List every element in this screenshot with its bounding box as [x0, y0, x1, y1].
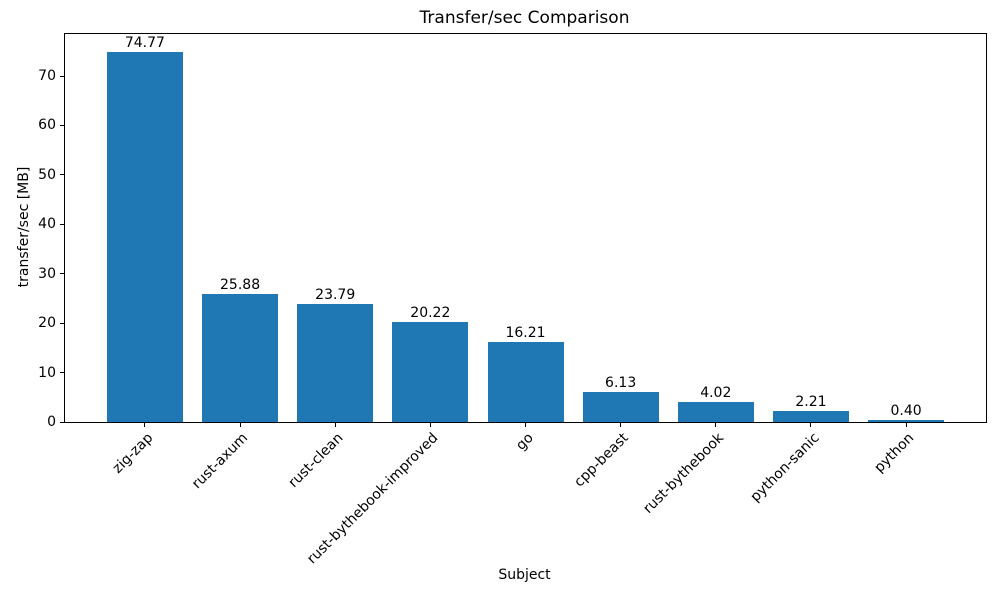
- chart-title: Transfer/sec Comparison: [419, 8, 630, 28]
- bar-value-label: 2.21: [795, 394, 827, 410]
- y-tick-mark: [60, 273, 64, 275]
- x-tick-label: cpp-beast: [571, 430, 632, 491]
- y-tick-label: 60: [38, 117, 56, 134]
- bar: [678, 402, 754, 422]
- x-tick-label: python: [871, 430, 918, 476]
- x-tick-mark: [715, 423, 717, 427]
- bar-value-label: 4.02: [700, 385, 732, 401]
- bar-value-label: 0.40: [890, 403, 922, 419]
- y-tick-label: 50: [38, 166, 56, 183]
- x-tick-label: rust-axum: [189, 430, 252, 493]
- y-axis-label: transfer/sec [MB]: [16, 166, 32, 288]
- x-tick-mark: [810, 423, 812, 427]
- x-tick-mark: [905, 423, 907, 427]
- bar-value-label: 16.21: [505, 325, 546, 341]
- bar-value-label: 74.77: [124, 35, 165, 51]
- x-tick-label: rust-clean: [285, 430, 347, 491]
- x-tick-mark: [239, 423, 241, 427]
- y-tick-mark: [60, 124, 64, 126]
- y-tick-label: 10: [38, 364, 56, 381]
- bar-value-label: 20.22: [410, 305, 451, 321]
- x-tick-label: python-sanic: [747, 430, 823, 506]
- x-tick-mark: [429, 423, 431, 427]
- bar: [297, 304, 373, 422]
- y-tick-mark: [60, 372, 64, 374]
- x-tick-label: zig-zap: [109, 430, 157, 477]
- bar: [583, 392, 659, 422]
- x-tick-label: rust-bythebook: [640, 430, 728, 517]
- x-tick-mark: [525, 423, 526, 427]
- y-tick-label: 70: [38, 68, 56, 84]
- x-tick-mark: [144, 423, 146, 427]
- x-tick-mark: [334, 423, 336, 427]
- bar: [107, 52, 183, 422]
- y-tick-label: 0: [47, 414, 56, 430]
- bar-value-label: 6.13: [605, 375, 637, 391]
- y-tick-mark: [60, 75, 64, 77]
- y-tick-mark: [60, 421, 64, 423]
- x-axis-label: Subject: [498, 567, 551, 583]
- bar: [773, 411, 849, 422]
- bar-value-label: 23.79: [315, 287, 356, 303]
- y-tick-mark: [60, 322, 64, 324]
- x-tick-label: go: [513, 430, 537, 454]
- y-tick-mark: [60, 174, 64, 176]
- y-tick-label: 20: [38, 315, 56, 332]
- y-tick-mark: [60, 223, 64, 225]
- plot-area: 0 10 20 30 40 50 60 70 74.77 zig-zap 25.88 rust-axu…: [38, 33, 987, 567]
- bar-value-label: 25.88: [220, 277, 261, 293]
- y-tick-label: 40: [38, 216, 56, 233]
- bar: [392, 322, 468, 422]
- y-tick-label: 30: [38, 265, 56, 282]
- x-tick-mark: [620, 423, 622, 427]
- bar: [868, 420, 944, 422]
- bar: [202, 294, 278, 422]
- bar: [488, 342, 564, 422]
